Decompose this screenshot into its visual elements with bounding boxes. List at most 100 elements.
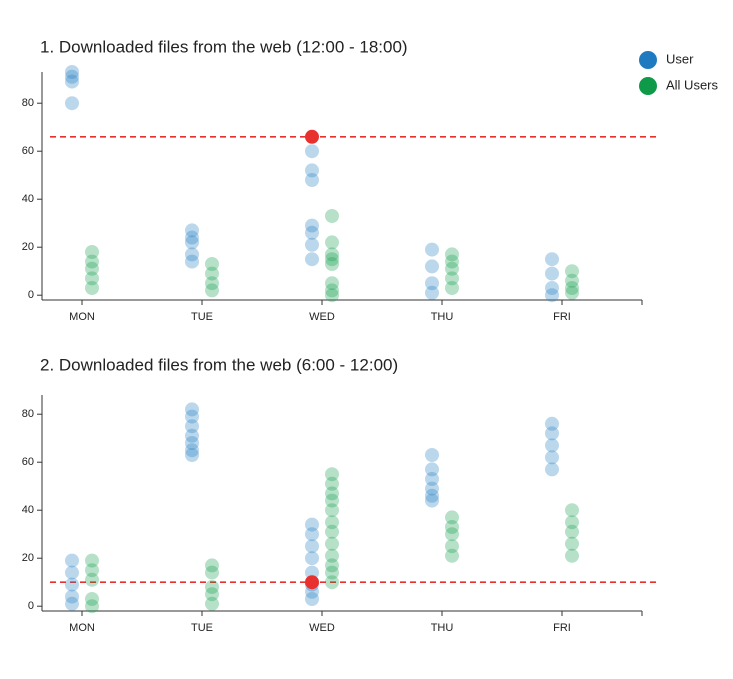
data-point	[65, 565, 79, 580]
data-point	[325, 524, 339, 539]
data-point	[65, 577, 79, 592]
y-tick-label: 20	[22, 552, 34, 564]
data-point	[85, 261, 99, 276]
data-point	[305, 584, 319, 599]
x-tick-label: THU	[431, 622, 454, 634]
data-point	[325, 515, 339, 530]
y-tick-label: 0	[28, 289, 34, 301]
data-point	[545, 288, 559, 303]
x-tick-label: MON	[69, 311, 95, 323]
data-point	[545, 450, 559, 465]
data-point	[65, 69, 79, 84]
data-point	[425, 259, 439, 274]
data-point	[445, 510, 459, 525]
data-point	[325, 235, 339, 250]
data-point	[545, 438, 559, 453]
data-point	[205, 596, 219, 611]
highlight-point	[305, 575, 319, 590]
y-tick-label: 80	[22, 408, 34, 420]
data-point	[565, 281, 579, 295]
chart-title: 1. Downloaded files from the web (12:00 …	[40, 37, 408, 56]
data-point	[545, 416, 559, 431]
data-point	[205, 276, 219, 291]
data-point	[185, 402, 199, 417]
data-point	[85, 572, 99, 587]
chart-title: 2. Downloaded files from the web (6:00 -…	[40, 355, 398, 374]
x-tick-label: TUE	[191, 311, 213, 323]
x-tick-label: TUE	[191, 622, 213, 634]
data-point	[565, 503, 579, 518]
data-point	[185, 247, 199, 262]
data-point	[185, 443, 199, 458]
data-point	[325, 467, 339, 482]
y-tick-label: 80	[22, 97, 34, 109]
data-point	[185, 230, 199, 245]
data-point	[325, 486, 339, 501]
data-point	[325, 503, 339, 518]
y-tick-label: 40	[22, 193, 34, 205]
data-point	[565, 524, 579, 539]
data-point	[565, 273, 579, 288]
data-point	[185, 419, 199, 434]
y-tick-label: 20	[22, 241, 34, 253]
y-tick-label: 0	[28, 600, 34, 612]
data-point	[205, 587, 219, 602]
data-point	[325, 558, 339, 573]
data-point	[325, 575, 339, 590]
data-point	[185, 409, 199, 424]
data-point	[65, 553, 79, 568]
x-tick-label: FRI	[553, 622, 571, 634]
data-point	[545, 426, 559, 441]
data-point	[305, 551, 319, 566]
data-point	[545, 281, 559, 295]
data-point	[305, 252, 319, 267]
data-point	[445, 247, 459, 262]
data-point	[325, 276, 339, 291]
data-point	[205, 257, 219, 271]
data-point	[205, 565, 219, 580]
data-point	[325, 252, 339, 267]
data-point	[425, 472, 439, 486]
data-point	[325, 209, 339, 223]
data-point	[445, 527, 459, 542]
x-tick-label: MON	[69, 622, 95, 634]
data-point	[85, 599, 99, 614]
highlight-point	[305, 129, 319, 144]
data-point	[425, 448, 439, 462]
data-point	[305, 173, 319, 187]
y-tick-label: 60	[22, 145, 34, 157]
data-point	[565, 264, 579, 279]
data-point	[305, 163, 319, 178]
data-point	[325, 283, 339, 298]
data-point	[305, 237, 319, 252]
data-point	[205, 558, 219, 573]
data-point	[185, 448, 199, 462]
data-point	[85, 245, 99, 259]
data-point	[565, 536, 579, 551]
data-point	[325, 548, 339, 563]
data-point	[305, 517, 319, 532]
x-tick-label: THU	[431, 311, 454, 323]
data-point	[325, 257, 339, 271]
data-point	[425, 276, 439, 291]
data-point	[325, 476, 339, 491]
data-point	[425, 242, 439, 257]
data-point	[325, 536, 339, 551]
legend-label: User	[666, 51, 694, 66]
data-point	[305, 144, 319, 159]
data-point	[425, 493, 439, 508]
data-point	[185, 235, 199, 250]
data-point	[425, 481, 439, 496]
data-point	[565, 515, 579, 530]
legend-swatch	[639, 51, 657, 69]
data-point	[305, 527, 319, 542]
data-point	[305, 218, 319, 233]
data-point	[425, 285, 439, 300]
data-point	[85, 254, 99, 269]
data-point	[205, 283, 219, 298]
x-tick-label: WED	[309, 311, 335, 323]
data-point	[445, 520, 459, 534]
data-point	[445, 254, 459, 269]
data-point	[445, 261, 459, 276]
